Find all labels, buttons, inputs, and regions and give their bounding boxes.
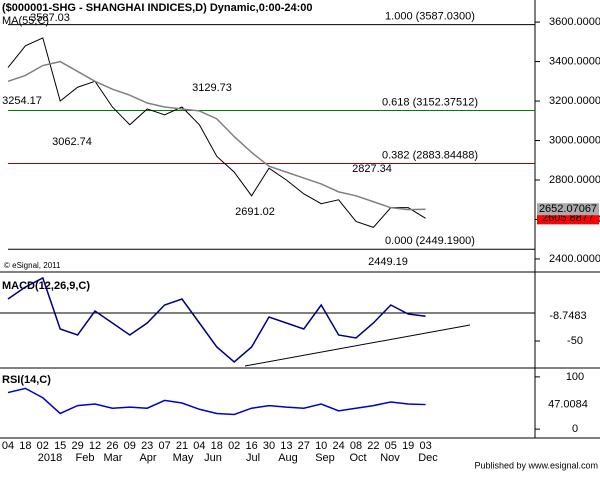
fib-label: 0.382 (2883.84488) (382, 149, 478, 161)
x-tick-label: 04 (193, 440, 205, 452)
annotation: 3254.17 (2, 95, 42, 107)
x-tick-label: 18 (19, 440, 31, 452)
series-line (7, 387, 426, 416)
last-value-box (537, 203, 599, 216)
fib-label: 0.618 (3152.37512) (382, 96, 478, 108)
x-tick-label: 03 (419, 440, 431, 452)
publisher: Published by www.esignal.com (474, 460, 598, 470)
last-value-box (537, 398, 599, 411)
x-tick-label: 23 (141, 440, 153, 452)
x-tick-label: 13 (280, 440, 292, 452)
x-tick-label: 29 (71, 440, 83, 452)
x-tick-label: 07 (158, 440, 170, 452)
y-tick-label: 3000.0000 (549, 134, 600, 146)
x-tick-label: 02 (37, 440, 49, 452)
last-value-label: 2605.8877 (542, 212, 594, 224)
x-tick-label: 19 (402, 440, 414, 452)
annotation: 2827.34 (352, 163, 392, 175)
y-tick-label: 100 (566, 371, 584, 383)
x-tick-label: 05 (385, 440, 397, 452)
x-tick-label: 27 (298, 440, 310, 452)
x-tick-label: 30 (263, 440, 275, 452)
y-tick-label: 3200.0000 (549, 95, 600, 107)
annotation: 2449.19 (368, 256, 408, 268)
y-tick-label: 3400.0000 (549, 55, 600, 67)
y-tick-label: 2800.0000 (549, 174, 600, 186)
x-tick-label: 18 (211, 440, 223, 452)
month-label: 2018 (38, 452, 62, 464)
y-tick-label: 3600.0000 (549, 16, 600, 28)
month-label: Jul (246, 452, 260, 464)
month-label: Jun (204, 452, 222, 464)
ma-legend: MA(55,C) (2, 15, 49, 27)
trend-line (244, 324, 471, 367)
x-tick-label: 08 (350, 440, 362, 452)
month-label: Feb (76, 452, 95, 464)
annotation: 3129.73 (192, 82, 232, 94)
last-value-box (537, 310, 599, 323)
x-tick-label: 26 (106, 440, 118, 452)
series-line (7, 37, 426, 228)
fib-label: 1.000 (3587.0300) (385, 11, 475, 23)
copyright: © eSignal, 2011 (4, 261, 61, 270)
month-label: Sep (315, 452, 335, 464)
series-line (7, 60, 426, 211)
annotation: 2691.02 (235, 206, 275, 218)
chart-header: ($000001-SHG - SHANGHAI INDICES,D) Dynam… (2, 2, 313, 14)
series-line (7, 276, 426, 363)
month-label: Oct (349, 452, 366, 464)
x-tick-label: 16 (245, 440, 257, 452)
x-tick-label: 24 (332, 440, 344, 452)
x-tick-label: 10 (315, 440, 327, 452)
last-value-label: 2652.07067 (539, 203, 597, 215)
annotation: 3062.74 (52, 136, 92, 148)
fib-label: 0.000 (2449.1900) (385, 235, 475, 247)
y-tick-label: -50 (567, 335, 583, 347)
y-tick-label: 0 (572, 423, 578, 435)
x-tick-label: 22 (367, 440, 379, 452)
month-label: Mar (104, 452, 123, 464)
month-label: Aug (278, 452, 298, 464)
annotation: 3587.03 (30, 12, 70, 24)
last-value-label: 47.0084 (548, 398, 588, 410)
x-tick-label: 21 (176, 440, 188, 452)
x-tick-label: 02 (228, 440, 240, 452)
last-value-box (537, 212, 599, 225)
last-value-label: -8.7483 (549, 310, 586, 322)
month-label: Nov (380, 452, 400, 464)
month-label: Apr (139, 452, 156, 464)
month-label: Dec (418, 452, 438, 464)
rsi-legend: RSI(14,C) (2, 374, 51, 386)
x-tick-label: 12 (89, 440, 101, 452)
x-tick-label: 04 (2, 440, 14, 452)
month-label: May (173, 452, 194, 464)
x-tick-label: 09 (124, 440, 136, 452)
x-tick-label: 15 (54, 440, 66, 452)
y-tick-label: 2400.0000 (549, 253, 600, 265)
